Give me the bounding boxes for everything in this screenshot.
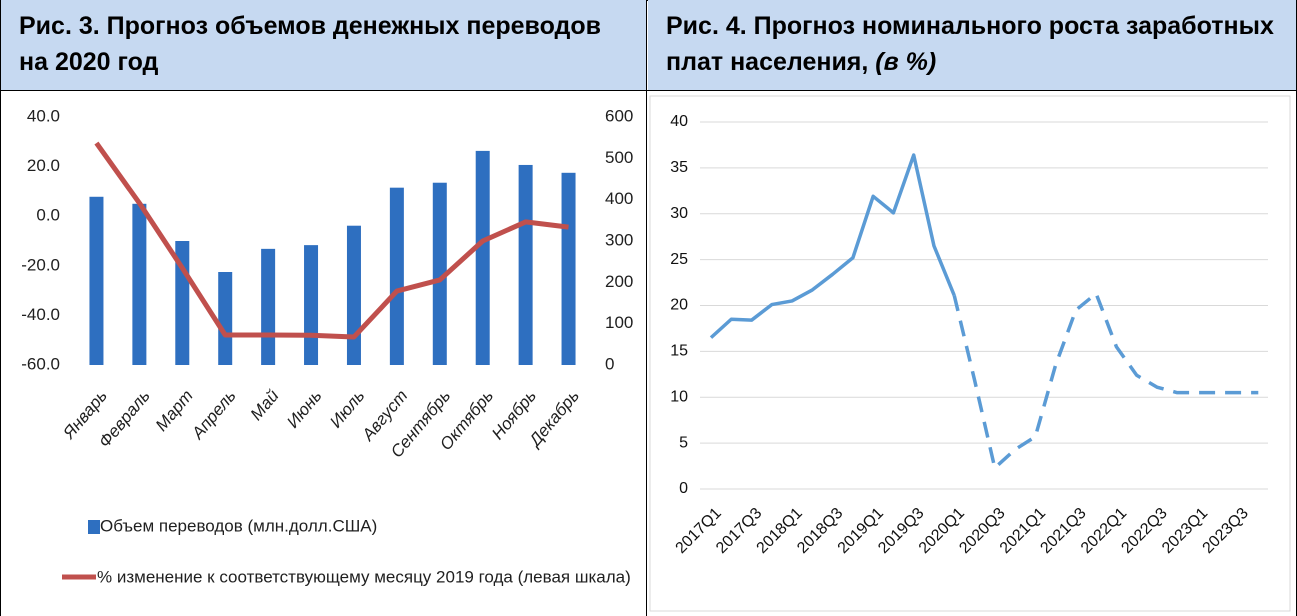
y2-tick-label: 400 <box>605 189 633 208</box>
bar <box>132 203 147 365</box>
y-tick-label: 25 <box>670 251 688 268</box>
bar <box>89 196 104 365</box>
chart-frame <box>649 95 1291 612</box>
y-tick-label: -40.0 <box>21 305 60 324</box>
x-tick-label: Июль <box>326 386 368 431</box>
legend-swatch <box>88 520 100 534</box>
y-tick-label: -60.0 <box>21 354 60 373</box>
y-tick-label: 10 <box>670 388 688 405</box>
bar <box>261 248 276 365</box>
line <box>952 291 1259 470</box>
y2-tick-label: 200 <box>605 272 633 291</box>
line <box>709 153 956 339</box>
y-tick-label: 0.0 <box>36 206 60 225</box>
y-tick-label: 20.0 <box>27 156 60 175</box>
bar <box>389 187 404 365</box>
y-tick-label: 15 <box>670 343 688 360</box>
y-tick-label: 20 <box>670 297 688 314</box>
chart-title: Рис. 3. Прогноз объемов денежных перевод… <box>1 0 646 90</box>
y2-tick-label: 500 <box>605 148 633 167</box>
y-tick-label: 35 <box>670 159 688 176</box>
x-tick-label: Апрель <box>187 386 239 443</box>
bar <box>432 182 447 365</box>
bar <box>475 150 490 365</box>
y2-tick-label: 100 <box>605 313 633 332</box>
title-text: Рис. 4. Прогноз номинального роста зараб… <box>666 12 1274 76</box>
x-tick-label: Июнь <box>283 386 325 431</box>
y-tick-label: 30 <box>670 205 688 222</box>
subtitle: (в %) <box>875 48 937 76</box>
bar <box>518 164 533 365</box>
bar <box>561 172 576 365</box>
y2-tick-label: 0 <box>605 354 614 373</box>
chart-title: Рис. 4. Прогноз номинального роста зараб… <box>648 0 1296 90</box>
y-tick-label: -20.0 <box>21 255 60 274</box>
line <box>94 141 569 340</box>
bar <box>304 245 319 365</box>
bar <box>218 272 233 365</box>
x-tick-label: Май <box>247 386 283 424</box>
y-tick-label: 40.0 <box>27 106 60 125</box>
y-tick-label: 0 <box>679 480 688 497</box>
bar <box>346 225 361 365</box>
legend-label: Объем переводов (млн.долл.США) <box>100 516 377 535</box>
y-tick-label: 5 <box>679 434 688 451</box>
y2-tick-label: 300 <box>605 230 633 249</box>
y-tick-label: 40 <box>670 113 688 130</box>
y2-tick-label: 600 <box>605 106 633 125</box>
legend-label: % изменение к соответствующему месяцу 20… <box>97 567 631 586</box>
